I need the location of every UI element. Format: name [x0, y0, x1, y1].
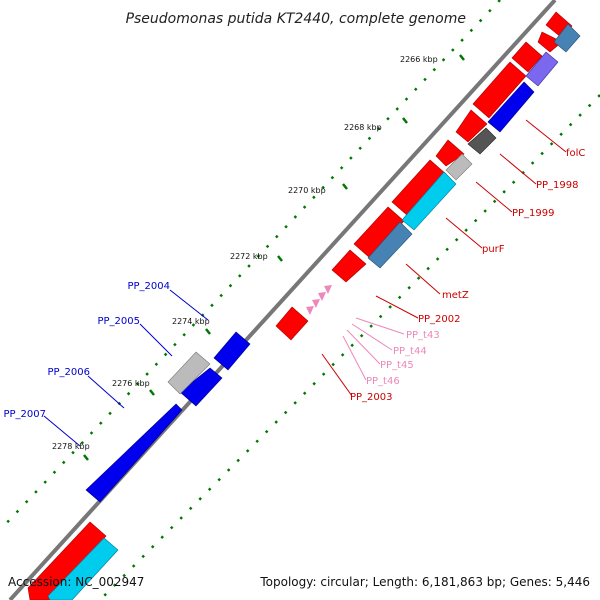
gene-pp_2003[interactable] [275, 306, 309, 341]
gene-pp_2004[interactable] [213, 331, 251, 371]
label-pp_t46[interactable]: PP_t46 [366, 376, 400, 387]
leader-purF [445, 217, 483, 249]
genome-backbone [8, 0, 557, 600]
trna-pp_t43[interactable] [324, 285, 332, 294]
gene-pp_2010[interactable] [27, 521, 107, 600]
cog-gray-pp_2005[interactable] [167, 351, 211, 395]
cog-dark-pp_1998[interactable] [467, 127, 497, 155]
cog-steel-1[interactable] [553, 23, 581, 53]
cog-light-bottom[interactable] [47, 537, 119, 600]
reverse-strand [85, 331, 251, 503]
leader-pp_2006 [87, 375, 125, 409]
label-metZ[interactable]: metZ [442, 290, 469, 301]
leader-pp_t46 [342, 335, 367, 381]
label-folC[interactable]: folC [566, 148, 585, 159]
leader-lines [43, 119, 567, 447]
kbp-label-2274: 2274 kbp [172, 317, 210, 326]
cog-blue-folC[interactable] [487, 81, 535, 133]
gene-pp_1996[interactable] [537, 31, 563, 53]
label-pp_1998[interactable]: PP_1998 [536, 180, 579, 191]
cog-gray-pp_1999[interactable] [445, 153, 473, 181]
label-purF[interactable]: purF [482, 244, 505, 255]
cog-purple[interactable] [525, 51, 559, 87]
cog-track [47, 23, 581, 600]
cog-light-purF[interactable] [401, 171, 457, 231]
leader-pp_2002 [375, 295, 419, 319]
label-pp_2002[interactable]: PP_2002 [418, 314, 461, 325]
trna-pp_t44[interactable] [318, 292, 326, 301]
gene-pp_1999-fwd[interactable] [435, 139, 465, 167]
leader-folC [525, 119, 567, 153]
leader-metZ [405, 263, 441, 295]
label-pp_2005[interactable]: PP_2005 [97, 316, 140, 327]
leader-pp_2007 [43, 415, 81, 447]
gene-pp_2002[interactable] [331, 249, 367, 283]
genome-title: Pseudomonas putida KT2440, complete geno… [126, 11, 466, 27]
kbp-label-2268: 2268 kbp [344, 123, 382, 132]
leader-pp_1999 [475, 181, 513, 213]
gene-pp_1997[interactable] [511, 41, 543, 73]
leader-pp_2004 [169, 289, 209, 321]
leader-pp_1998 [499, 153, 537, 185]
kbp-label-2278: 2278 kbp [52, 442, 90, 451]
label-pp_2006[interactable]: PP_2006 [47, 367, 90, 378]
label-pp_t43[interactable]: PP_t43 [406, 330, 440, 341]
gene-labels: folC PP_1998 PP_1999 purF metZ PP_2002 P… [3, 148, 585, 420]
leader-pp_2003 [321, 353, 353, 397]
trna-pp_t45[interactable] [312, 299, 320, 308]
trna-genes [306, 285, 332, 315]
topology-label: Topology: circular; Length: 6,181,863 bp… [259, 575, 590, 589]
gene-pp_2006[interactable] [85, 403, 183, 503]
kbp-label-2272: 2272 kbp [230, 252, 268, 261]
label-pp_2004[interactable]: PP_2004 [127, 281, 170, 292]
leader-pp_t43 [355, 317, 405, 335]
label-pp_2007[interactable]: PP_2007 [3, 409, 46, 420]
label-pp_t44[interactable]: PP_t44 [393, 346, 427, 357]
kbp-labels: 2266 kbp 2268 kbp 2270 kbp 2272 kbp 2274… [52, 55, 438, 451]
leader-pp_2005 [139, 323, 173, 357]
cog-steel-metZ[interactable] [367, 221, 413, 269]
kbp-label-2266: 2266 kbp [400, 55, 438, 64]
label-pp_1999[interactable]: PP_1999 [512, 208, 555, 219]
leader-pp_t45 [346, 329, 381, 365]
accession-label: Accession: NC_002947 [8, 575, 144, 589]
trna-pp_t46[interactable] [306, 306, 314, 315]
kbp-label-2276: 2276 kbp [112, 379, 150, 388]
leader-pp_t44 [351, 323, 393, 351]
inner-tick-ring [99, 94, 600, 600]
forward-strand [27, 11, 573, 600]
major-ticks [83, 54, 465, 461]
gene-folC-fwd[interactable] [472, 61, 527, 119]
label-pp_t45[interactable]: PP_t45 [380, 360, 414, 371]
gene-pp_1998-fwd[interactable] [455, 109, 488, 143]
label-pp_2003[interactable]: PP_2003 [350, 392, 393, 403]
kbp-label-2270: 2270 kbp [288, 186, 326, 195]
